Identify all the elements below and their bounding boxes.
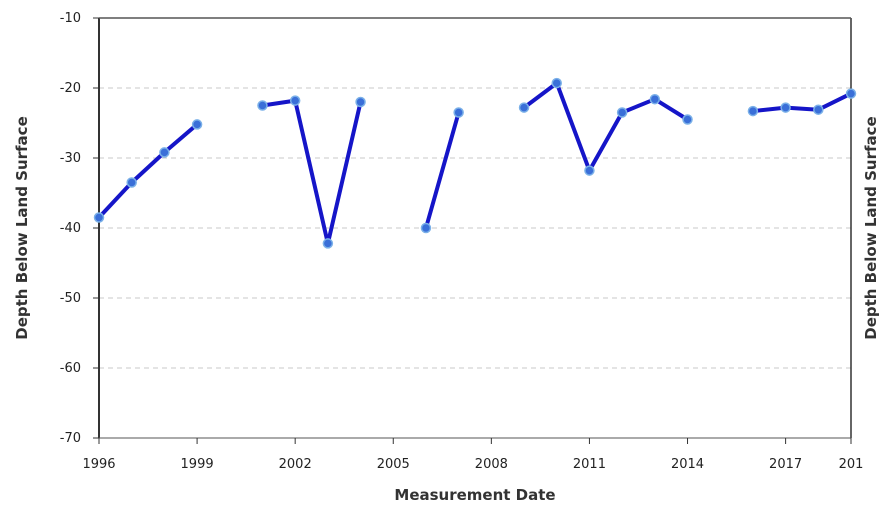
x-tick-label: 1996: [82, 457, 115, 472]
data-points: [93, 77, 857, 249]
data-point[interactable]: [322, 238, 334, 249]
grid-lines: [99, 87, 851, 369]
x-tick-label: 2014: [671, 457, 704, 472]
x-tick-label: 2017: [769, 457, 802, 472]
y-tick-label: -70: [60, 431, 81, 446]
y-tick-label: -30: [60, 151, 81, 166]
y-tick-label: -20: [60, 81, 81, 96]
data-point[interactable]: [649, 93, 661, 105]
x-axis-title: Measurement Date: [394, 486, 555, 504]
x-tick-label: 1999: [181, 457, 214, 472]
y-axis-title-left: Depth Below Land Surface: [13, 116, 31, 339]
data-point[interactable]: [747, 105, 759, 117]
y-axis-ticks: -10 -20 -30 -40 -50 -60 -70: [60, 11, 99, 446]
x-tick-label: 2002: [279, 457, 312, 472]
data-point[interactable]: [845, 88, 857, 99]
series-water-depth: [97, 81, 853, 246]
data-point[interactable]: [289, 95, 301, 106]
series-line-segment: [423, 110, 461, 230]
data-point[interactable]: [780, 102, 791, 113]
data-point[interactable]: [159, 147, 170, 158]
data-point[interactable]: [257, 100, 268, 111]
x-tick-label: 2005: [377, 457, 410, 472]
x-tick-label: 201: [839, 457, 864, 472]
y-tick-label: -10: [60, 11, 81, 26]
data-point[interactable]: [93, 212, 105, 223]
series-line-segment: [522, 81, 690, 173]
data-point[interactable]: [126, 177, 137, 188]
data-point[interactable]: [682, 114, 693, 125]
data-point[interactable]: [584, 165, 595, 176]
y-tick-label: -40: [60, 221, 81, 236]
data-point[interactable]: [551, 77, 562, 89]
series-line-segment: [260, 98, 363, 246]
y-tick-label: -50: [60, 291, 81, 306]
y-tick-label: -60: [60, 361, 81, 376]
y-axis-title-right: Depth Below Land Surface: [862, 116, 880, 339]
series-line-segment: [97, 122, 200, 220]
series-line-segment: [750, 91, 853, 114]
x-tick-label: 2008: [475, 457, 508, 472]
data-point[interactable]: [518, 102, 530, 113]
data-point[interactable]: [355, 96, 366, 108]
data-point[interactable]: [191, 119, 203, 130]
x-tick-label: 2011: [573, 457, 606, 472]
data-point[interactable]: [420, 222, 432, 234]
x-axis-ticks: 1996 1999 2002 2005 2008 2011 2014 2017 201: [82, 438, 863, 472]
data-point[interactable]: [616, 107, 628, 118]
data-point[interactable]: [453, 107, 464, 118]
data-point[interactable]: [813, 104, 824, 115]
